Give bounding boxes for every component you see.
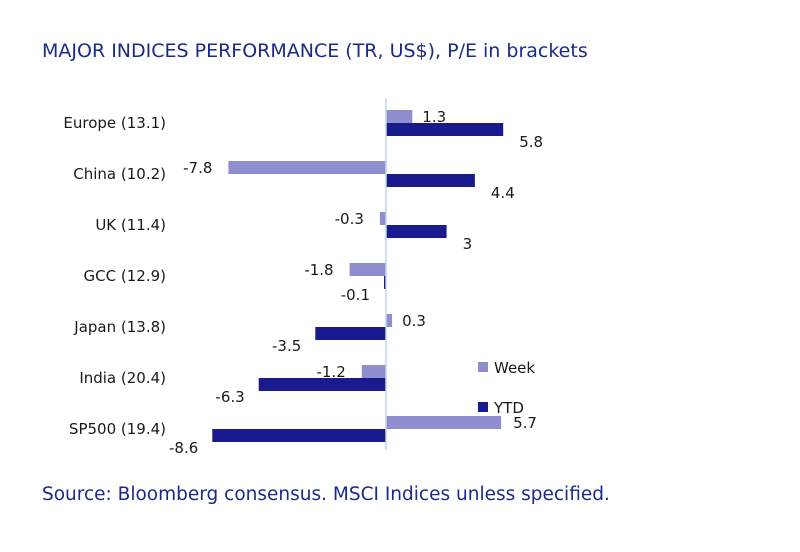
category-label-europe: Europe (13.1) bbox=[63, 114, 166, 132]
legend: Week YTD bbox=[478, 359, 535, 417]
labels-layer: Europe (13.1) 1.3 5.8 China (10.2) -7.8 4.4 UK… bbox=[63, 108, 543, 457]
bar-ytd-japan bbox=[315, 327, 386, 340]
category-label-china: China (10.2) bbox=[73, 165, 166, 183]
value-label-ytd-china: 4.4 bbox=[491, 184, 515, 202]
bar-week-europe bbox=[386, 110, 413, 123]
bar-ytd-uk bbox=[386, 225, 447, 238]
value-label-week-sp500: 5.7 bbox=[513, 414, 537, 432]
category-label-japan: Japan (13.8) bbox=[73, 318, 166, 336]
bar-week-gcc bbox=[349, 263, 386, 276]
value-label-ytd-gcc: -0.1 bbox=[341, 286, 370, 304]
bar-week-sp500 bbox=[386, 416, 502, 429]
category-label-uk: UK (11.4) bbox=[95, 216, 166, 234]
bar-week-uk bbox=[379, 212, 386, 225]
legend-label-week: Week bbox=[494, 359, 535, 377]
value-label-week-gcc: -1.8 bbox=[304, 261, 333, 279]
value-label-week-india: -1.2 bbox=[317, 363, 346, 381]
bar-ytd-gcc bbox=[384, 276, 386, 289]
bar-ytd-china bbox=[386, 174, 475, 187]
value-label-ytd-japan: -3.5 bbox=[272, 337, 301, 355]
value-label-week-japan: 0.3 bbox=[402, 312, 426, 330]
legend-swatch-ytd bbox=[478, 402, 488, 412]
value-label-week-uk: -0.3 bbox=[335, 210, 364, 228]
category-label-sp500: SP500 (19.4) bbox=[69, 420, 166, 438]
bar-ytd-europe bbox=[386, 123, 504, 136]
legend-label-ytd: YTD bbox=[493, 399, 524, 417]
bar-week-india bbox=[361, 365, 386, 378]
chart-title: MAJOR INDICES PERFORMANCE (TR, US$), P/E… bbox=[42, 40, 588, 62]
bars-layer bbox=[212, 110, 504, 442]
value-label-week-europe: 1.3 bbox=[422, 108, 446, 126]
chart-source-note: Source: Bloomberg consensus. MSCI Indice… bbox=[42, 484, 610, 505]
bar-ytd-india bbox=[258, 378, 386, 391]
legend-swatch-week bbox=[478, 362, 488, 372]
value-label-ytd-india: -6.3 bbox=[215, 388, 244, 406]
value-label-ytd-europe: 5.8 bbox=[519, 133, 543, 151]
category-label-india: India (20.4) bbox=[79, 369, 166, 387]
value-label-ytd-sp500: -8.6 bbox=[169, 439, 198, 457]
bar-week-japan bbox=[386, 314, 393, 327]
category-label-gcc: GCC (12.9) bbox=[84, 267, 166, 285]
value-label-week-china: -7.8 bbox=[183, 159, 212, 177]
bar-week-china bbox=[228, 161, 386, 174]
value-label-ytd-uk: 3 bbox=[463, 235, 473, 253]
bar-ytd-sp500 bbox=[212, 429, 386, 442]
